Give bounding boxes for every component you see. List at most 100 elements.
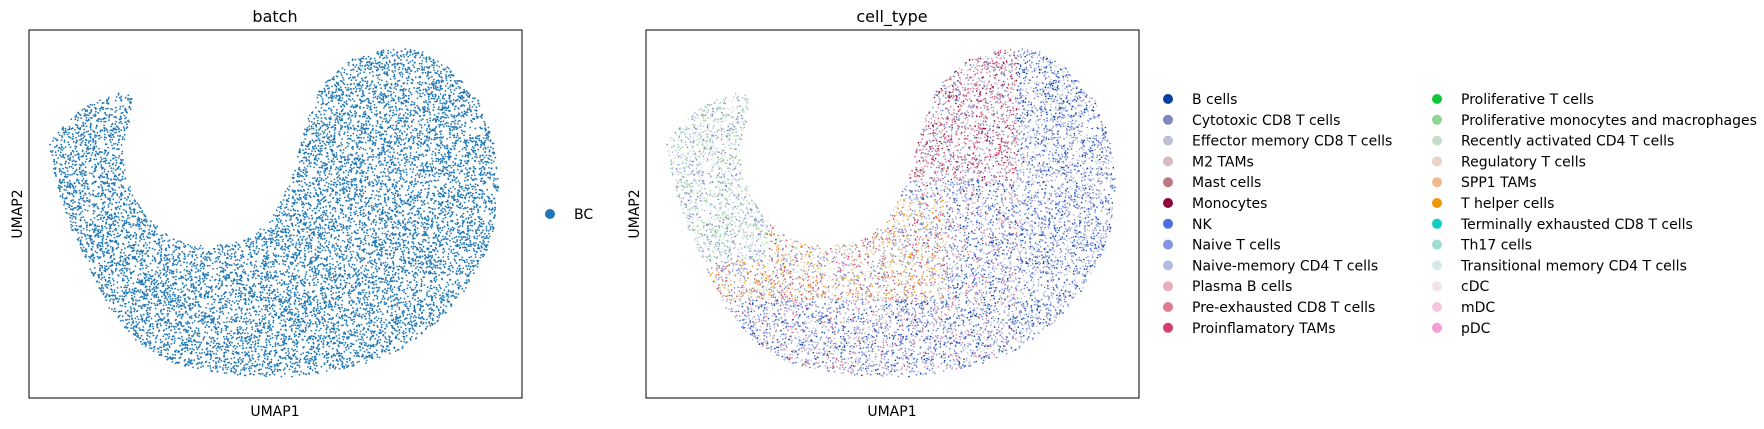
batch-point bbox=[110, 178, 112, 181]
batch-point bbox=[401, 238, 404, 241]
batch-point bbox=[107, 107, 109, 110]
batch-point bbox=[192, 248, 195, 251]
batch-point bbox=[489, 176, 492, 179]
batch-point bbox=[394, 105, 397, 108]
batch-point bbox=[388, 69, 390, 72]
batch-point bbox=[474, 144, 477, 147]
batch-point bbox=[205, 306, 207, 309]
batch-point bbox=[446, 203, 449, 206]
batch-point bbox=[322, 343, 325, 346]
batch-point bbox=[290, 278, 293, 281]
batch-point bbox=[249, 314, 252, 317]
batch-point bbox=[450, 207, 453, 209]
batch-point bbox=[486, 244, 489, 246]
batch-point bbox=[374, 215, 377, 217]
batch-point bbox=[456, 218, 459, 221]
batch-point bbox=[80, 137, 83, 140]
batch-point bbox=[85, 130, 88, 133]
batch-point bbox=[84, 143, 86, 146]
batch-point bbox=[111, 187, 113, 190]
batch-point bbox=[242, 320, 245, 323]
batch-point bbox=[360, 302, 363, 305]
batch-point bbox=[126, 309, 129, 312]
batch-point bbox=[69, 216, 71, 219]
batch-point bbox=[392, 124, 395, 127]
batch-point bbox=[407, 101, 410, 104]
batch-point bbox=[403, 297, 406, 300]
batch-point bbox=[154, 273, 157, 276]
batch-point bbox=[308, 128, 311, 131]
batch-point bbox=[362, 55, 365, 58]
batch-point bbox=[307, 188, 310, 191]
batch-point bbox=[381, 209, 384, 212]
batch-point bbox=[368, 317, 371, 320]
batch-point bbox=[256, 295, 259, 298]
batch-point bbox=[245, 284, 248, 287]
batch-point bbox=[276, 231, 279, 233]
batch-point bbox=[357, 154, 360, 157]
batch-point bbox=[395, 88, 397, 91]
batch-point bbox=[295, 327, 298, 330]
batch-point bbox=[214, 251, 216, 253]
batch-point bbox=[463, 281, 466, 284]
batch-point bbox=[465, 184, 467, 187]
batch-point bbox=[338, 116, 341, 118]
batch-point bbox=[452, 164, 455, 167]
batch-point bbox=[412, 129, 414, 132]
batch-point bbox=[346, 273, 349, 276]
batch-point bbox=[311, 150, 313, 153]
batch-point bbox=[108, 307, 111, 309]
batch-point bbox=[149, 224, 152, 227]
batch-point bbox=[402, 117, 404, 120]
batch-point bbox=[321, 97, 324, 100]
batch-point bbox=[249, 243, 252, 246]
batch-point bbox=[264, 279, 267, 281]
batch-point bbox=[294, 277, 297, 280]
batch-point bbox=[334, 268, 336, 270]
batch-point bbox=[447, 116, 450, 119]
batch-point bbox=[167, 320, 170, 323]
batch-point bbox=[112, 310, 115, 313]
batch-point bbox=[461, 287, 464, 290]
batch-point bbox=[129, 108, 132, 111]
batch-point bbox=[166, 287, 169, 290]
batch-point bbox=[445, 162, 448, 165]
batch-point bbox=[310, 125, 313, 127]
batch-point bbox=[251, 328, 254, 331]
batch-point bbox=[198, 279, 201, 282]
batch-point bbox=[441, 229, 443, 232]
batch-point bbox=[189, 348, 191, 350]
batch-point bbox=[372, 205, 375, 208]
batch-point bbox=[114, 223, 116, 226]
batch-point bbox=[226, 332, 229, 335]
batch-point bbox=[165, 297, 168, 299]
batch-point bbox=[351, 140, 354, 142]
batch-point bbox=[240, 315, 243, 318]
batch-point bbox=[398, 289, 401, 292]
batch-point bbox=[427, 202, 429, 205]
batch-point bbox=[143, 319, 146, 322]
batch-point bbox=[479, 241, 481, 243]
batch-point bbox=[449, 303, 452, 306]
batch-point bbox=[468, 249, 471, 252]
batch-point bbox=[237, 359, 240, 361]
batch-point bbox=[213, 352, 215, 355]
batch-point bbox=[261, 363, 264, 366]
batch-point bbox=[317, 229, 320, 232]
batch-point bbox=[300, 141, 303, 144]
batch-point bbox=[437, 179, 440, 182]
batch-point bbox=[414, 298, 417, 301]
batch-point bbox=[457, 139, 459, 141]
batch-point bbox=[223, 342, 226, 345]
batch-point bbox=[279, 293, 282, 296]
batch-point bbox=[329, 193, 332, 195]
batch-point bbox=[335, 242, 338, 245]
batch-point bbox=[287, 350, 290, 352]
batch-point bbox=[362, 291, 365, 294]
batch-point bbox=[474, 177, 476, 180]
batch-point bbox=[121, 150, 124, 153]
batch-point bbox=[492, 179, 495, 182]
batch-point bbox=[333, 222, 335, 225]
batch-point bbox=[63, 139, 66, 142]
batch-point bbox=[197, 330, 200, 332]
